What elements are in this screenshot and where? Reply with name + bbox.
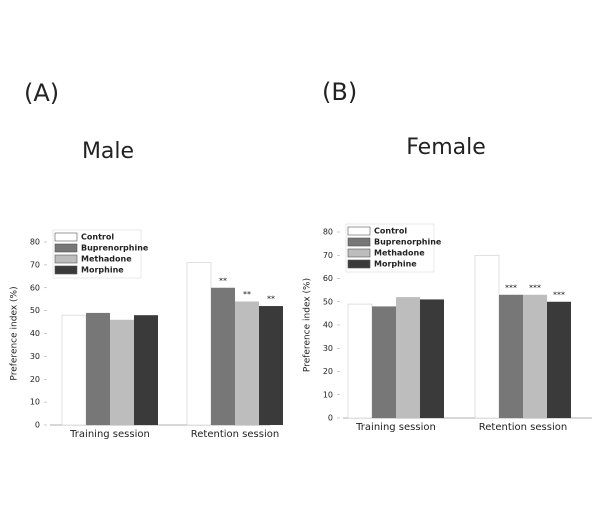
- y-tick-label: 0: [328, 414, 333, 423]
- y-tick-label: 20: [323, 367, 333, 376]
- bar: [547, 301, 571, 418]
- y-tick-label: 40: [30, 329, 40, 338]
- legend-label: Control: [374, 227, 407, 236]
- significance-mark: ***: [553, 290, 565, 299]
- legend-swatch: [54, 243, 78, 253]
- y-tick-label: 80: [323, 228, 333, 237]
- bar: [523, 294, 547, 418]
- y-tick-label: 30: [323, 344, 333, 353]
- panel-label: (B): [322, 78, 357, 106]
- x-tick-label: Retention session: [479, 422, 567, 433]
- chart-title: Female: [406, 135, 486, 160]
- y-tick-label: 60: [323, 274, 333, 283]
- bar: [235, 301, 259, 425]
- y-tick-label: 80: [30, 238, 40, 247]
- y-tick-label: 60: [30, 283, 40, 292]
- bar: [211, 287, 235, 425]
- y-tick-label: 40: [323, 321, 333, 330]
- significance-mark: ***: [505, 283, 517, 292]
- legend-label: Methadone: [374, 249, 425, 258]
- bar: [259, 306, 283, 425]
- significance-mark: ***: [529, 283, 541, 292]
- y-tick-label: 70: [323, 251, 333, 260]
- y-tick-label: 20: [30, 375, 40, 384]
- bar: [110, 319, 134, 425]
- y-axis-label: Preference index (%): [303, 278, 313, 372]
- bar: [347, 303, 373, 419]
- bar: [474, 254, 500, 419]
- significance-mark: **: [219, 276, 227, 285]
- y-tick-label: 10: [30, 398, 40, 407]
- bar: [420, 299, 444, 418]
- legend-label: Buprenorphine: [81, 244, 149, 253]
- bar: [186, 262, 212, 426]
- legend-swatch: [347, 237, 371, 247]
- y-axis-label: Preference index (%): [10, 286, 20, 380]
- legend-swatch: [347, 226, 371, 236]
- significance-mark: **: [243, 290, 251, 299]
- bar: [86, 312, 110, 425]
- y-tick-label: 70: [30, 260, 40, 269]
- x-tick-label: Training session: [355, 422, 436, 433]
- legend-label: Methadone: [81, 255, 132, 264]
- legend-swatch: [347, 248, 371, 258]
- bar: [61, 314, 87, 426]
- chart-title: Male: [82, 139, 134, 164]
- legend-swatch: [347, 259, 371, 269]
- panel-label: (A): [24, 79, 59, 107]
- legend-label: Morphine: [374, 260, 417, 269]
- bar: [396, 297, 420, 418]
- y-tick-label: 10: [323, 390, 333, 399]
- y-tick-label: 50: [323, 297, 333, 306]
- legend-label: Buprenorphine: [374, 238, 442, 247]
- legend-swatch: [54, 254, 78, 264]
- bar: [372, 306, 396, 418]
- legend-label: Control: [81, 233, 114, 242]
- legend-swatch: [54, 265, 78, 275]
- x-tick-label: Retention session: [191, 429, 279, 440]
- y-tick-label: 0: [35, 421, 40, 430]
- significance-mark: **: [267, 295, 275, 304]
- legend-label: Morphine: [81, 266, 124, 275]
- y-tick-label: 30: [30, 352, 40, 361]
- legend-swatch: [54, 232, 78, 242]
- bar: [134, 315, 158, 425]
- x-tick-label: Training session: [69, 429, 150, 440]
- y-tick-label: 50: [30, 306, 40, 315]
- bar: [499, 294, 523, 418]
